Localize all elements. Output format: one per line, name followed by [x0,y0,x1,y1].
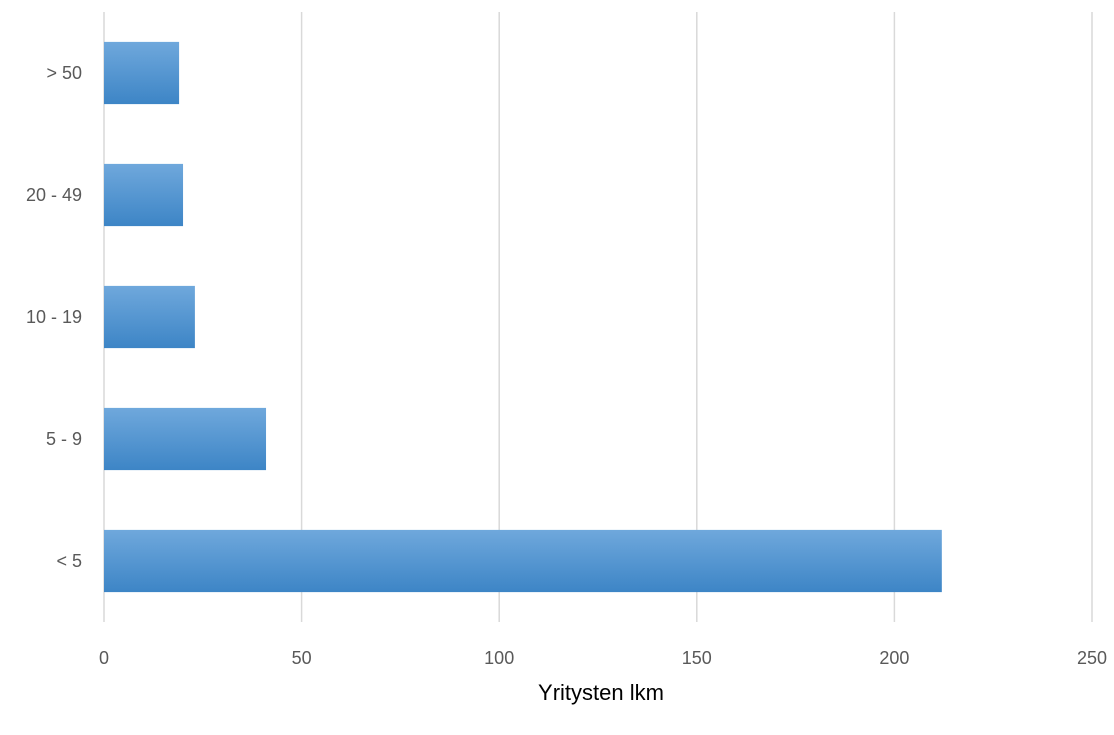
x-tick-label-250: 250 [1077,648,1107,668]
bars [104,41,942,593]
category-label-2: 5 - 9 [46,429,82,449]
bar-1 [104,529,942,593]
category-label-4: 20 - 49 [26,185,82,205]
category-label-5: > 50 [46,63,82,83]
x-tick-label-150: 150 [682,648,712,668]
bar-2 [104,407,267,471]
category-label-3: 10 - 19 [26,307,82,327]
x-tick-label-100: 100 [484,648,514,668]
category-labels: < 5 5 - 9 10 - 19 20 - 49 > 50 [26,63,82,571]
x-tick-label-200: 200 [879,648,909,668]
x-tick-label-0: 0 [99,648,109,668]
gridlines [103,12,1093,622]
x-tick-labels: 0 50 100 150 200 250 [99,648,1107,668]
bar-3 [104,285,195,349]
bar-4 [104,163,184,227]
category-label-1: < 5 [56,551,82,571]
x-axis-title: Yritysten lkm [538,680,664,705]
bar-5 [104,41,180,105]
x-tick-label-50: 50 [292,648,312,668]
